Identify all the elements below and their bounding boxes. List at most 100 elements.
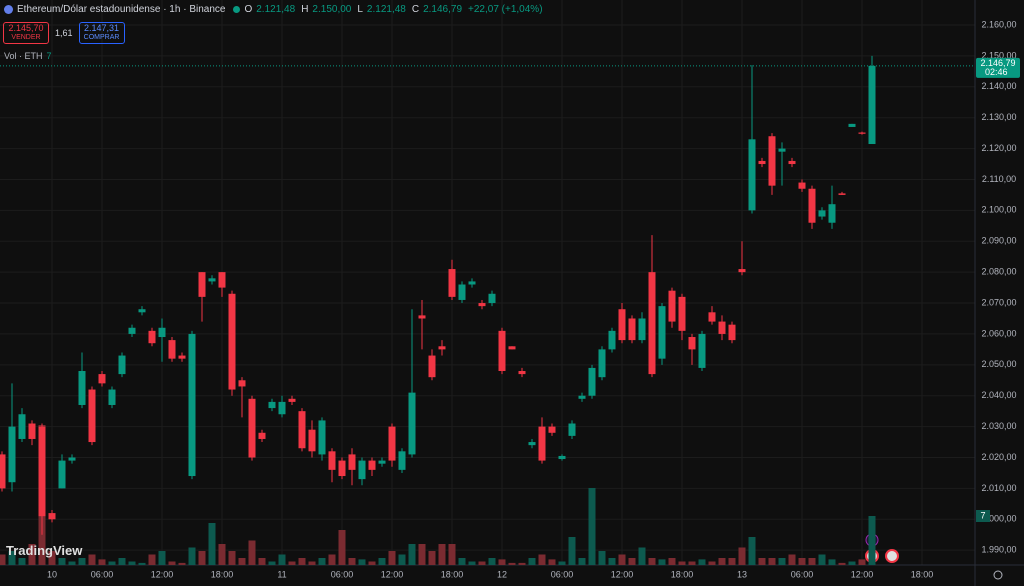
y-tick-label: 2.100,00 xyxy=(981,205,1016,215)
candle-body xyxy=(498,330,506,372)
volume-bar xyxy=(338,530,346,565)
x-tick-label: 11 xyxy=(277,569,286,579)
candle-body xyxy=(838,193,846,195)
volume-bar xyxy=(328,554,336,565)
volume-bar xyxy=(848,561,856,565)
volume-bar xyxy=(448,544,456,565)
volume-bar xyxy=(198,551,206,565)
volume-bar xyxy=(68,561,76,565)
sell-button[interactable]: 2.145,70 VENDER xyxy=(3,22,49,44)
buy-price: 2.147,31 xyxy=(84,23,120,33)
candle-body xyxy=(158,327,166,338)
candle-body xyxy=(488,293,496,304)
countdown: 02:46 xyxy=(985,67,1008,77)
y-tick-label: 2.110,00 xyxy=(982,174,1016,184)
candle-body xyxy=(798,182,806,189)
volume-bar xyxy=(208,523,216,565)
volume-title[interactable]: Vol · ETH xyxy=(4,51,43,61)
ohlc-value: 2.121,48 xyxy=(366,4,406,15)
candle-body xyxy=(8,426,16,483)
candle-body xyxy=(808,188,816,223)
volume-bar xyxy=(48,551,56,565)
volume-bar xyxy=(8,551,16,565)
candle-body xyxy=(628,318,636,341)
spread: 1,61 xyxy=(55,28,73,38)
candle-body xyxy=(518,371,526,375)
candle-body xyxy=(788,160,796,165)
candle-body xyxy=(818,210,826,217)
candle-body xyxy=(18,414,26,439)
candle-body xyxy=(858,132,866,134)
y-tick-label: 2.040,00 xyxy=(981,390,1016,400)
legend-header: Ethereum/Dólar estadounidense · 1h · Bin… xyxy=(4,4,545,15)
volume-bar xyxy=(578,558,586,565)
volume-bar xyxy=(468,561,476,565)
brand-logo[interactable]: TradingView xyxy=(6,543,83,558)
y-tick-label: 2.140,00 xyxy=(981,81,1016,91)
y-tick-label: 2.120,00 xyxy=(981,143,1016,153)
trade-buttons: 2.145,70 VENDER 1,61 2.147,31 COMPRAR xyxy=(3,22,125,44)
volume-bar xyxy=(658,559,666,565)
y-tick-label: 2.080,00 xyxy=(981,267,1016,277)
candle-body xyxy=(608,330,616,350)
settings-icon[interactable] xyxy=(993,570,1003,580)
candle-body xyxy=(188,333,196,477)
candle-body xyxy=(358,460,366,480)
candle-body xyxy=(318,420,326,455)
candle-body xyxy=(208,278,216,282)
x-tick-label: 06:00 xyxy=(331,569,354,579)
volume-bar xyxy=(148,554,156,565)
ohlc-value: 2.146,79 xyxy=(423,4,463,15)
candle-body xyxy=(448,269,456,297)
volume-bar xyxy=(308,561,316,565)
volume-bar xyxy=(248,540,256,565)
x-tick-label: 18:00 xyxy=(211,569,234,579)
volume-bar xyxy=(528,558,536,565)
volume-bar xyxy=(418,544,426,565)
x-tick-label: 18:00 xyxy=(441,569,464,579)
volume-bar xyxy=(348,558,356,565)
candle-body xyxy=(718,321,726,334)
volume-bar xyxy=(58,558,66,565)
candle-body xyxy=(418,315,426,319)
symbol-title[interactable]: Ethereum/Dólar estadounidense · 1h · Bin… xyxy=(17,4,226,15)
y-tick-label: 2.020,00 xyxy=(981,452,1016,462)
volume-bar xyxy=(778,558,786,565)
volume-bar xyxy=(398,554,406,565)
y-tick-label: 2.130,00 xyxy=(981,112,1016,122)
candle-body xyxy=(298,411,306,449)
buy-label: COMPRAR xyxy=(83,34,120,41)
y-tick-label: 2.070,00 xyxy=(981,297,1016,307)
volume-bar xyxy=(168,561,176,565)
candle-body xyxy=(438,346,446,350)
y-tick-label: 2.050,00 xyxy=(981,359,1016,369)
candle-body xyxy=(828,204,836,223)
volume-bar xyxy=(438,544,446,565)
volume-bar xyxy=(138,562,146,565)
candle-body xyxy=(578,395,586,399)
volume-bar xyxy=(188,547,196,565)
volume-tag xyxy=(976,510,990,522)
candle-body xyxy=(168,340,176,359)
candle-body xyxy=(178,355,186,359)
candle-body xyxy=(398,451,406,470)
candle-body xyxy=(778,148,786,152)
volume-bar xyxy=(228,551,236,565)
candle-body xyxy=(98,374,106,384)
x-tick-label: 12:00 xyxy=(611,569,634,579)
candle-body xyxy=(338,460,346,477)
volume-bar xyxy=(808,558,816,565)
candle-body xyxy=(688,337,696,350)
candle-body xyxy=(868,65,876,145)
volume-bar xyxy=(498,559,506,565)
y-tick-label: 2.150,00 xyxy=(981,50,1016,60)
buy-button[interactable]: 2.147,31 COMPRAR xyxy=(78,22,125,44)
volume-bar xyxy=(798,558,806,565)
volume-bar xyxy=(688,561,696,565)
volume-bar xyxy=(388,551,396,565)
candle-body xyxy=(58,460,66,489)
candle-body xyxy=(238,380,246,387)
candle-body xyxy=(538,426,546,461)
candle-body xyxy=(348,454,356,470)
